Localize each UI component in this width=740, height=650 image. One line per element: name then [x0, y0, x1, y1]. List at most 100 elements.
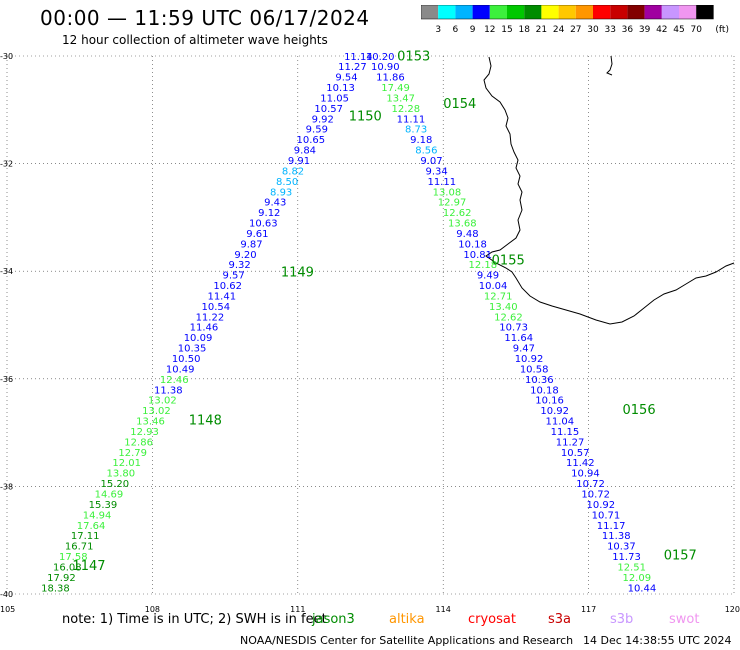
wave-height-value: 12.97 [438, 198, 467, 209]
wave-height-value: 9.91 [288, 156, 310, 167]
time-marker-label: 1149 [281, 266, 314, 281]
wave-height-value: 15.20 [101, 479, 130, 490]
wave-height-value: 9.92 [312, 114, 334, 125]
legend-label: 18 [518, 25, 530, 35]
lon-tick-label: 120 [725, 605, 740, 614]
wave-height-value: 11.41 [207, 291, 236, 302]
wave-height-value: 9.61 [246, 229, 268, 240]
wave-height-value: 10.63 [249, 219, 278, 230]
legend-label: 24 [553, 25, 565, 35]
wave-height-value: 11.38 [602, 531, 631, 542]
time-marker-label: 0154 [443, 97, 476, 112]
wave-height-value: 10.57 [561, 448, 590, 459]
legend-label: 70 [690, 25, 702, 35]
wave-height-value: 13.02 [142, 406, 171, 417]
wave-height-value: 10.72 [581, 490, 610, 501]
lat-tick-label: -32 [0, 160, 13, 169]
wave-height-value: 11.86 [376, 73, 405, 84]
time-marker-label: 1150 [349, 110, 382, 125]
wave-height-value: 10.57 [314, 104, 343, 115]
wave-height-value: 17.58 [59, 552, 88, 563]
lat-tick-label: -38 [0, 482, 13, 491]
footer-note: note: 1) Time is in UTC; 2) SWH is in fe… [62, 612, 327, 627]
wave-height-value: 9.49 [477, 271, 499, 282]
wave-height-value: 9.20 [234, 250, 256, 261]
wave-height-value: 8.82 [282, 166, 304, 177]
wave-height-value: 8.73 [405, 125, 427, 136]
wave-height-value: 9.43 [264, 198, 286, 209]
legend-swatch [679, 5, 697, 19]
time-marker-label: 1147 [72, 559, 105, 574]
legend-swatch [627, 5, 645, 19]
wave-height-value: 8.93 [270, 187, 292, 198]
legend-label: 36 [622, 25, 634, 35]
legend-swatch [507, 5, 525, 19]
legend-swatch [575, 5, 593, 19]
wave-height-value: 10.72 [576, 479, 605, 490]
wave-height-value: 10.04 [479, 281, 508, 292]
color-legend: 3 6 9 12 15 18 21 24 27 30 33 36 39 42 45 70 (ft) [421, 5, 729, 35]
wave-height-value: 11.73 [612, 552, 641, 563]
wave-height-value: 10.49 [166, 364, 195, 375]
wave-height-value: 11.11 [397, 114, 426, 125]
wave-height-value: 9.59 [306, 125, 328, 136]
wave-height-value: 10.13 [326, 83, 355, 94]
wave-height-value: 10.50 [172, 354, 201, 365]
legend-label: 3 [435, 25, 441, 35]
wave-height-value: 12.01 [112, 458, 141, 469]
legend-label: 27 [570, 25, 581, 35]
wave-height-value: 15.39 [89, 500, 118, 511]
time-markers: 1147 1148 1149 1150 0153 0154 0155 0156 0157 [72, 49, 696, 573]
wave-height-value: 13.47 [386, 93, 415, 104]
legend-frame [421, 5, 714, 20]
wave-height-value: 10.62 [213, 281, 242, 292]
wave-height-value: 11.05 [320, 93, 349, 104]
wave-height-value: 16.71 [65, 542, 94, 553]
wave-height-value: 10.92 [540, 406, 569, 417]
legend-swatch [593, 5, 611, 19]
lon-tick-label: 105 [0, 605, 15, 614]
wave-height-value: 12.71 [484, 291, 513, 302]
wave-height-value: 8.56 [415, 146, 437, 157]
wave-height-value: 12.28 [392, 104, 421, 115]
satellite-tracks: 18.3817.9216.0817.5816.7117.1117.6414.94… [41, 52, 656, 595]
legend-swatch [524, 5, 542, 19]
legend-unit: (ft) [715, 25, 729, 35]
legend-swatch [610, 5, 628, 19]
wave-height-value: 10.90 [371, 62, 400, 73]
wave-height-value: 9.87 [240, 239, 262, 250]
time-marker-label: 0156 [623, 403, 656, 418]
wave-height-value: 13.02 [148, 396, 177, 407]
wave-height-value: 10.81 [463, 250, 492, 261]
wave-height-value: 11.64 [504, 333, 533, 344]
legend-label: 6 [453, 25, 459, 35]
wave-height-value: 9.48 [456, 229, 478, 240]
wave-height-value: 10.92 [587, 500, 616, 511]
wave-height-value: 10.44 [628, 583, 657, 594]
lon-tick-label: 117 [581, 605, 596, 614]
wave-height-value: 14.94 [83, 510, 112, 521]
axis-tick-labels: -30 -32 -34 -36 -38 -40 105 108 111 114 117 120 [0, 52, 740, 614]
legend-swatch [421, 5, 439, 19]
satellite-label: cryosat [468, 612, 516, 627]
satellite-legend: jason3 altika cryosat s3a s3b swot [0, 612, 740, 632]
satellite-label: jason3 [312, 612, 355, 627]
wave-height-value: 13.46 [136, 417, 165, 428]
wave-height-value: 10.54 [202, 302, 231, 313]
wave-height-value: 11.22 [196, 312, 225, 323]
wave-height-value: 10.65 [297, 135, 326, 146]
map-subtitle: 12 hour collection of altimeter wave hei… [62, 33, 328, 47]
wave-height-value: 13.08 [433, 187, 462, 198]
wave-height-value: 11.14 [344, 52, 373, 63]
map-title: 00:00 — 11:59 UTC 06/17/2024 [40, 6, 370, 30]
legend-swatch [455, 5, 473, 19]
wave-height-value: 12.62 [494, 312, 523, 323]
legend-label: 45 [673, 25, 684, 35]
time-marker-label: 0155 [492, 254, 525, 269]
time-marker-label: 0153 [397, 49, 430, 64]
lat-tick-label: -30 [0, 52, 13, 61]
time-marker-label: 1148 [189, 414, 222, 429]
lat-tick-label: -36 [0, 375, 13, 384]
wave-height-value: 12.86 [124, 437, 153, 448]
